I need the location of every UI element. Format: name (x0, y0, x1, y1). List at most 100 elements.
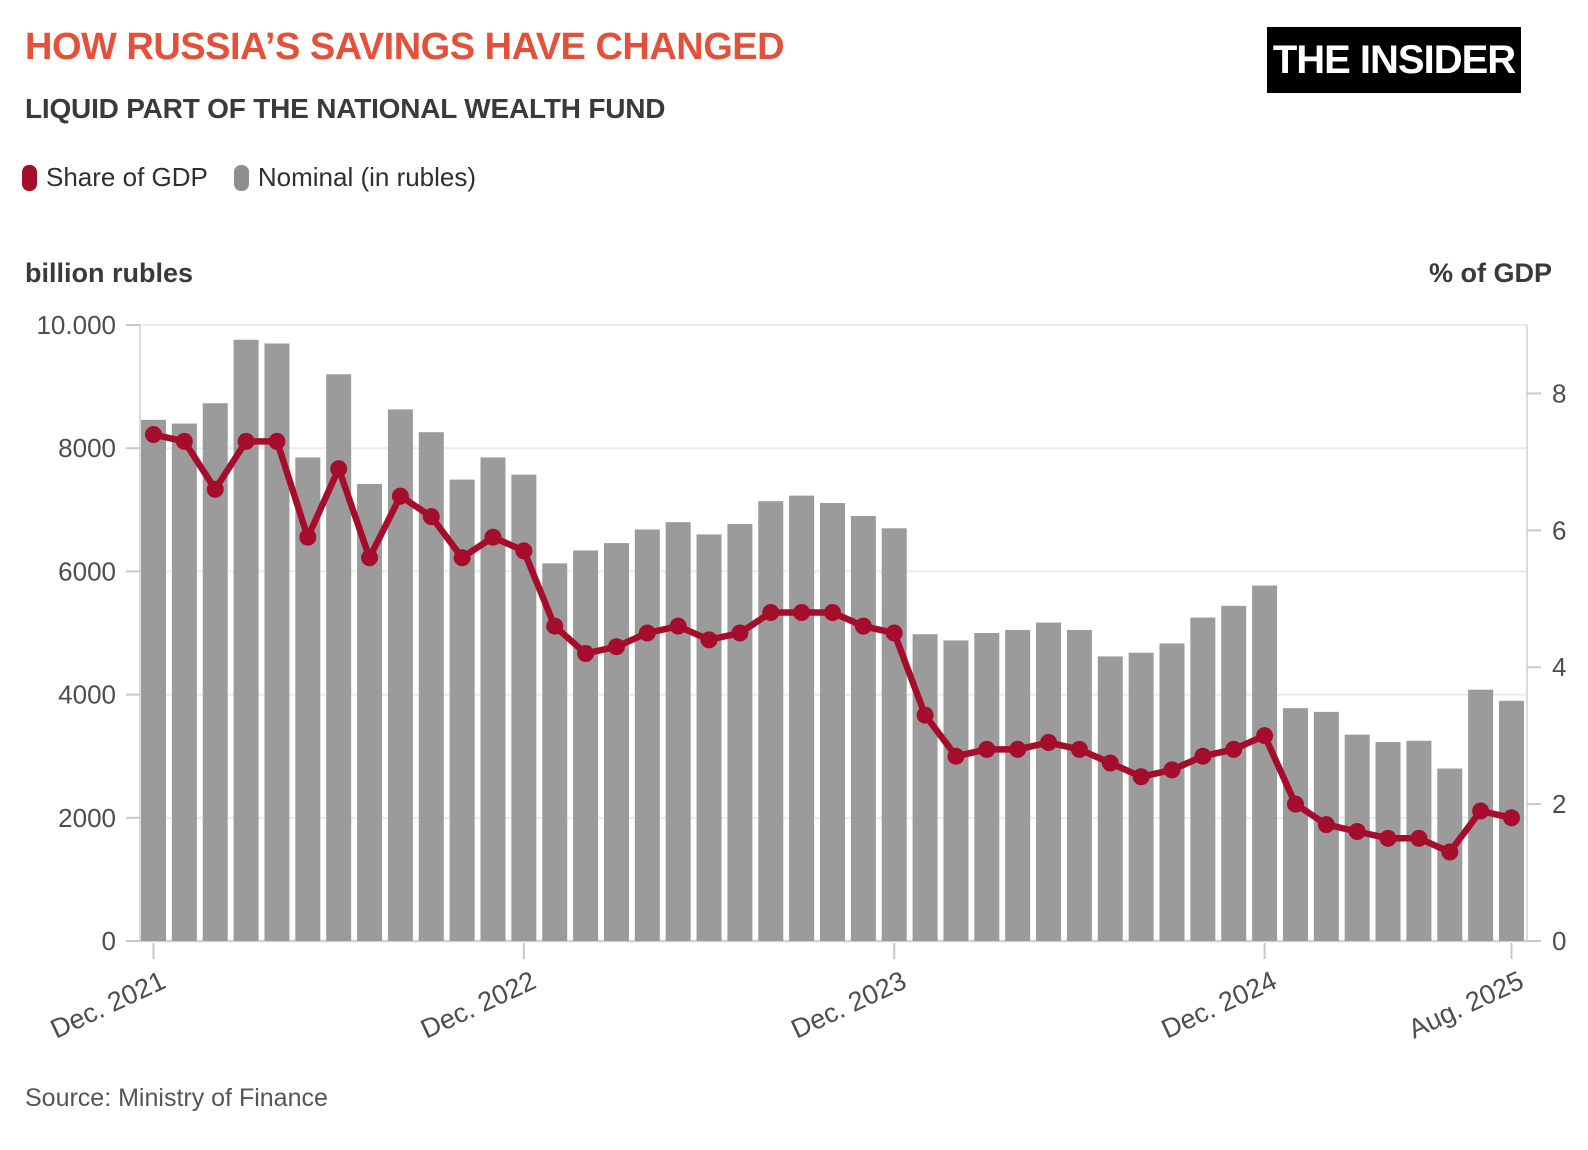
bar-Apr-2024 (1005, 629, 1031, 941)
bar-Apr-2023 (634, 529, 660, 941)
x-tick-label: Dec. 2021 (46, 965, 170, 1044)
source-note: Source: Ministry of Finance (25, 1084, 328, 1112)
legend-label-share-of-gdp: Share of GDP (46, 162, 208, 192)
point-Jun-2024 (1070, 740, 1088, 758)
point-Oct-2024 (1194, 747, 1212, 765)
bar-Jan-2025 (1282, 708, 1308, 941)
point-Nov-2023 (854, 617, 872, 635)
point-Mar-2024 (978, 740, 996, 758)
bar-Jul-2024 (1097, 656, 1123, 941)
bar-Oct-2023 (820, 503, 845, 941)
legend-label-nominal: Nominal (in rubles) (257, 162, 477, 192)
bar-Mar-2022 (233, 339, 259, 941)
legend-item-share-of-gdp: Share of GDP (22, 162, 208, 193)
bar-Dec-2024 (1252, 585, 1278, 941)
bar-Aug-2023 (758, 501, 784, 941)
point-Jul-2025 (1472, 802, 1490, 820)
point-Jun-2023 (700, 631, 718, 649)
bar-Dec-2021 (141, 419, 166, 941)
right-axis-title: % of GDP (1428, 258, 1552, 288)
point-Jan-2024 (916, 706, 934, 724)
bar-Jun-2022 (326, 374, 352, 941)
page-subtitle: LIQUID PART OF THE NATIONAL WEALTH FUND (25, 93, 666, 124)
x-tick-label: Dec. 2023 (787, 965, 911, 1044)
point-Dec-2023 (885, 624, 903, 642)
bar-Nov-2023 (850, 515, 876, 941)
point-Mar-2023 (607, 638, 625, 656)
point-Sep-2023 (793, 603, 811, 621)
legend-item-nominal: Nominal (in rubles) (233, 162, 477, 193)
left-tick-label: 10.000 (36, 310, 116, 340)
bar-May-2023 (665, 522, 691, 941)
left-tick-label: 2000 (58, 803, 116, 833)
bar-Nov-2024 (1221, 605, 1247, 941)
bar-Jan-2022 (171, 423, 197, 941)
point-May-2022 (299, 528, 317, 546)
point-Mar-2022 (237, 432, 255, 450)
x-tick-label: Dec. 2022 (416, 965, 540, 1044)
point-Aug-2022 (391, 487, 409, 505)
point-Feb-2022 (206, 480, 224, 498)
left-tick-label: 4000 (58, 680, 116, 710)
bar-Mar-2024 (974, 633, 1000, 941)
point-Aug-2025 (1503, 809, 1520, 827)
point-Apr-2023 (638, 624, 656, 642)
legend-swatch-bar-icon (233, 164, 249, 191)
point-Aug-2024 (1132, 768, 1150, 786)
point-May-2023 (669, 617, 687, 635)
bar-Aug-2024 (1128, 652, 1154, 941)
point-Jan-2022 (175, 432, 193, 450)
point-Jul-2024 (1101, 754, 1119, 772)
point-Mar-2025 (1348, 822, 1366, 840)
bar-Oct-2024 (1190, 617, 1216, 941)
bar-Jun-2024 (1066, 629, 1092, 941)
brand-logo: THE INSIDER (1267, 27, 1521, 93)
point-Sep-2022 (422, 508, 440, 526)
legend: Share of GDP Nominal (in rubles) (22, 162, 476, 193)
point-Jun-2025 (1441, 843, 1459, 861)
right-tick-label: 0 (1552, 926, 1566, 956)
point-Feb-2024 (947, 747, 965, 765)
bar-Feb-2024 (943, 640, 969, 941)
point-Dec-2022 (515, 542, 533, 560)
point-Feb-2023 (577, 645, 595, 663)
point-Jan-2025 (1286, 795, 1304, 813)
point-May-2024 (1040, 734, 1058, 752)
point-Oct-2023 (824, 603, 841, 621)
right-tick-label: 4 (1552, 652, 1566, 682)
point-Dec-2024 (1256, 727, 1274, 745)
point-Jan-2023 (546, 617, 564, 635)
bar-Dec-2023 (881, 528, 907, 941)
bar-Sep-2023 (789, 495, 815, 941)
point-Dec-2021 (145, 426, 162, 444)
point-Jul-2023 (731, 624, 749, 642)
left-tick-label: 6000 (58, 556, 116, 586)
point-Apr-2024 (1009, 740, 1027, 758)
left-tick-label: 0 (102, 926, 116, 956)
right-tick-label: 6 (1552, 515, 1566, 545)
bar-Jan-2024 (912, 634, 938, 941)
x-tick-label: Dec. 2024 (1157, 965, 1281, 1044)
point-Feb-2025 (1317, 816, 1335, 834)
bar-Sep-2024 (1159, 643, 1185, 941)
point-Jul-2022 (361, 549, 379, 567)
bar-Mar-2023 (603, 543, 629, 941)
point-May-2025 (1410, 829, 1428, 847)
bar-May-2024 (1036, 622, 1062, 941)
point-Apr-2022 (268, 432, 286, 450)
left-axis-title: billion rubles (25, 258, 194, 288)
right-tick-label: 8 (1552, 378, 1566, 408)
bar-Jul-2023 (727, 523, 753, 941)
point-Oct-2022 (453, 549, 471, 567)
point-Nov-2024 (1225, 740, 1243, 758)
left-tick-label: 8000 (58, 433, 116, 463)
point-Nov-2022 (484, 528, 502, 546)
point-Aug-2023 (762, 603, 780, 621)
point-Sep-2024 (1163, 761, 1181, 779)
x-tick-label: Aug. 2025 (1404, 965, 1528, 1044)
point-Apr-2025 (1379, 829, 1397, 847)
point-Jun-2022 (330, 460, 348, 478)
page-title: HOW RUSSIA’S SAVINGS HAVE CHANGED (25, 26, 785, 68)
